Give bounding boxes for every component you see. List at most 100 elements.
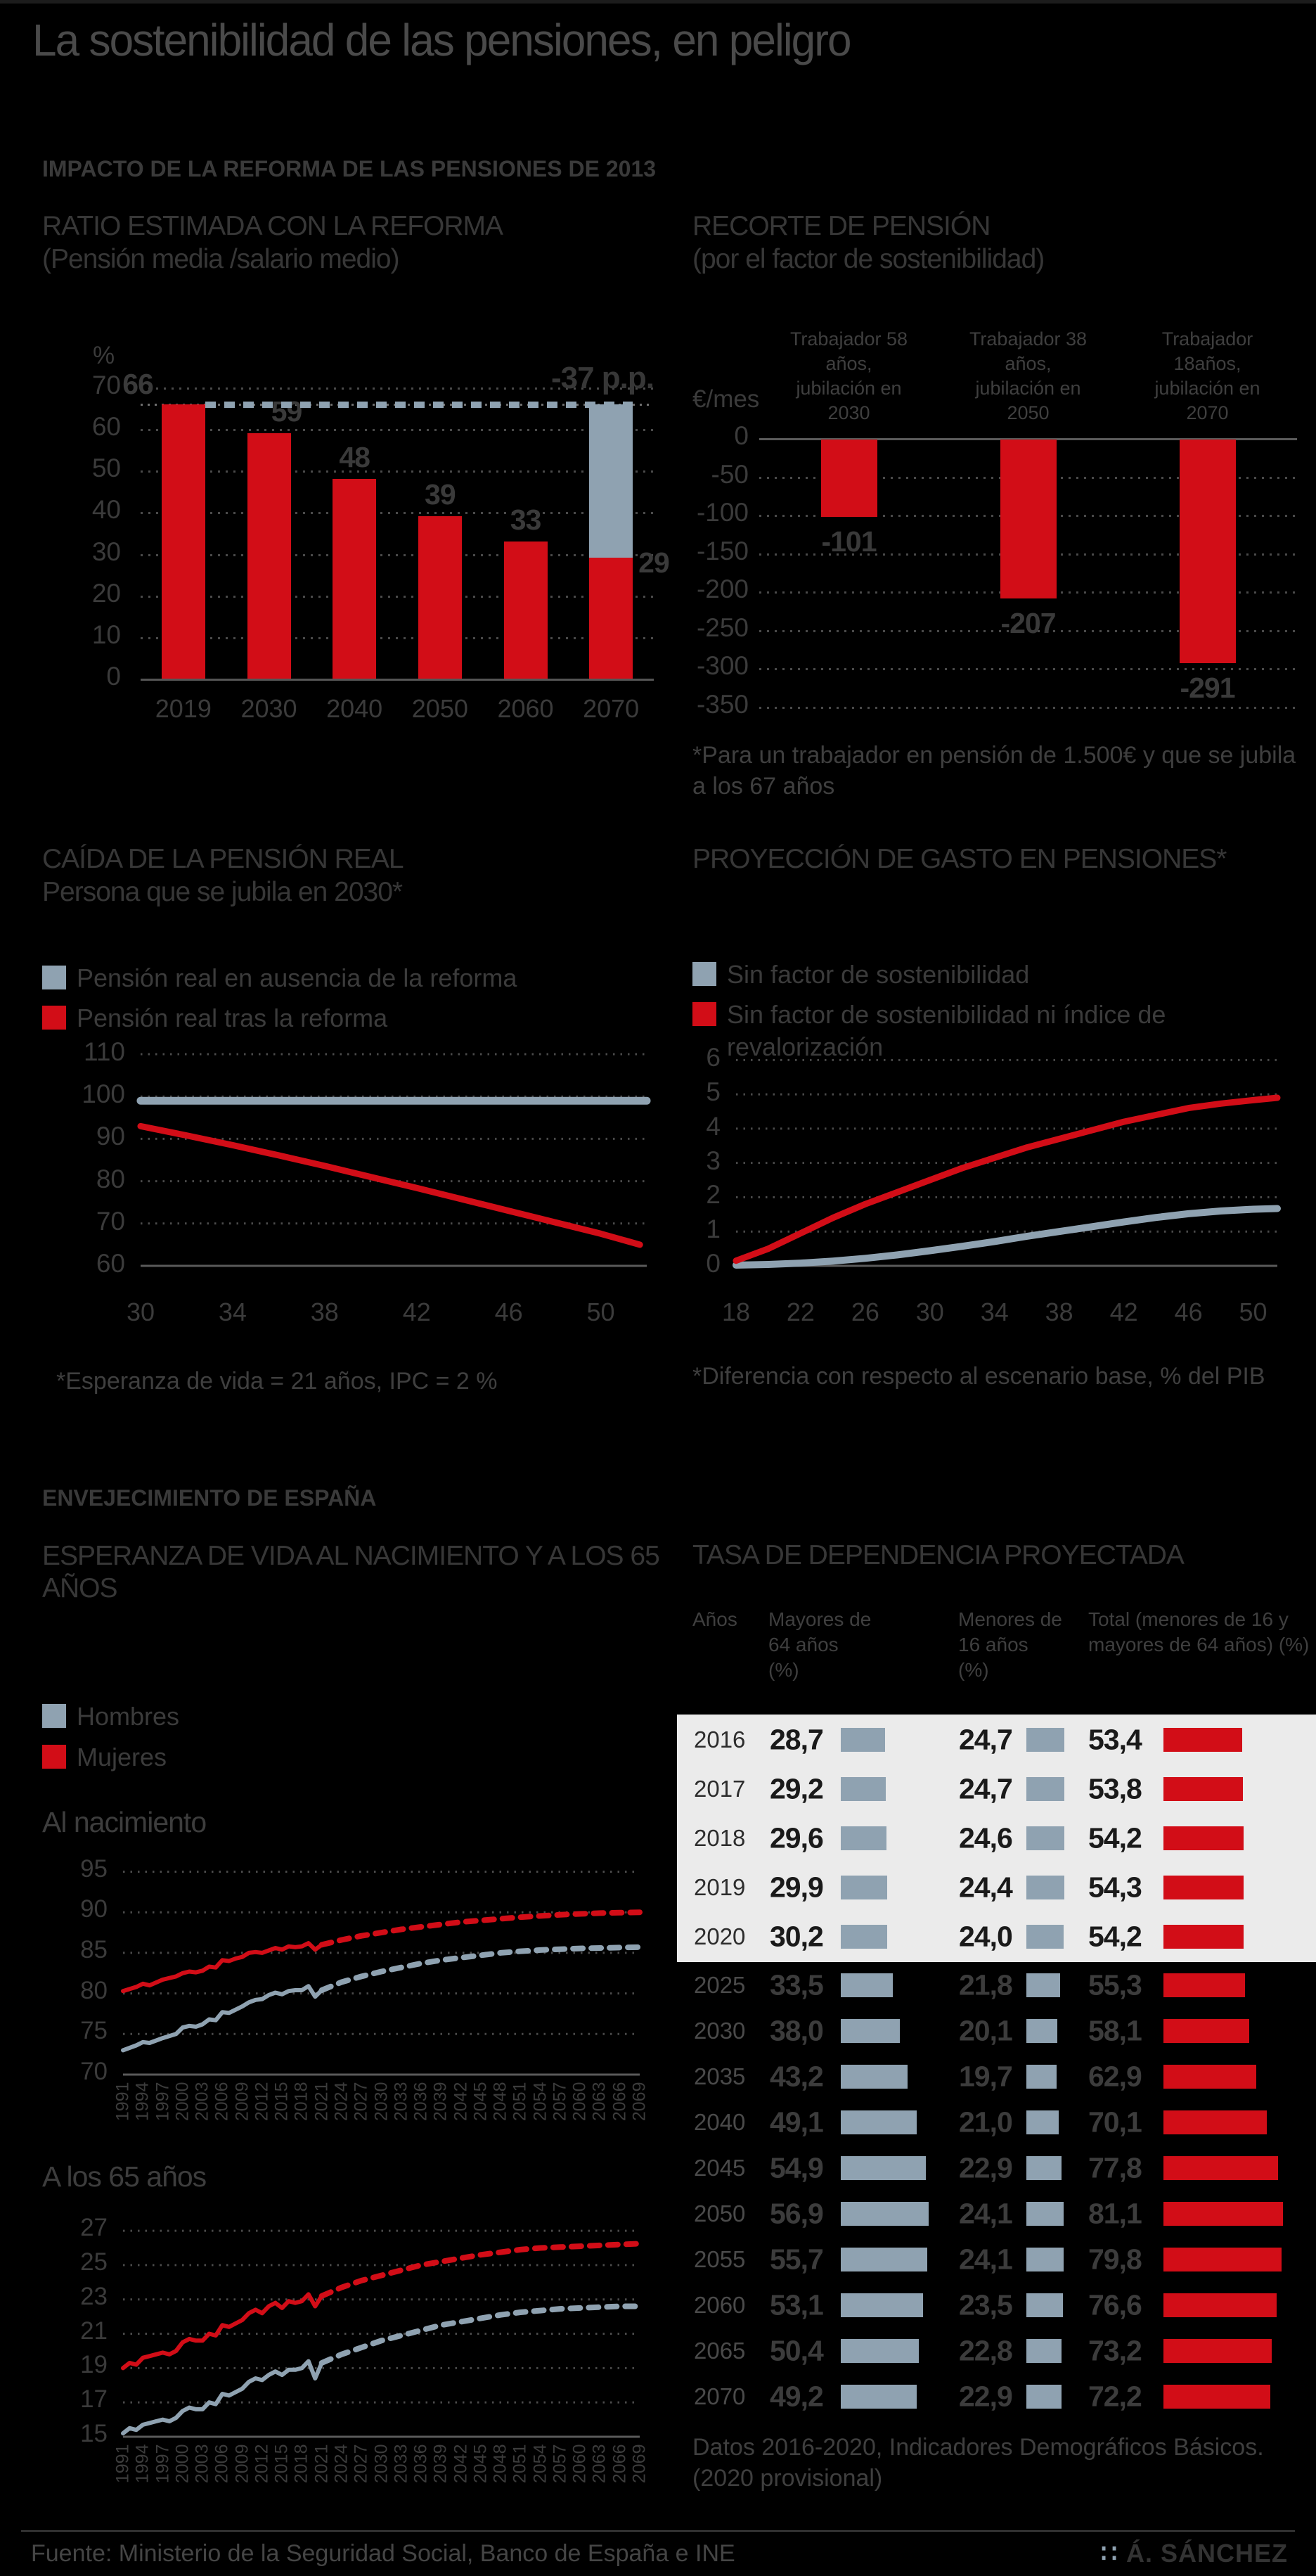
bar-mayores (841, 2384, 917, 2409)
row-year: 2025 (694, 1971, 746, 1998)
value-mayores: 50,4 (770, 2334, 824, 2366)
bar-total (1163, 1826, 1244, 1850)
y-tick-label: 80 (96, 1164, 125, 1193)
x-tick-label: 22 (786, 1297, 815, 1326)
x-tick-label-rotated: 2066 (609, 2444, 630, 2484)
bar-2019 (161, 404, 205, 679)
value-menores: 24,0 (959, 1920, 1013, 1953)
y-tick-label: 110 (84, 1037, 125, 1067)
x-tick-label-rotated: 2033 (391, 2444, 411, 2484)
x-tick-label-rotated: 2006 (212, 2444, 232, 2484)
bar-2040 (333, 479, 377, 679)
bar-mayores (841, 2064, 908, 2089)
legend-item-sin-factor-ni-indice: Sin factor de sostenibilidad ni índice d… (692, 999, 1255, 1063)
y-tick-label: 50 (91, 454, 121, 483)
y-tick-label: 75 (80, 2017, 108, 2045)
subchart-label-al-nacimiento: Al nacimiento (42, 1806, 207, 1838)
value-total: 81,1 (1088, 2197, 1142, 2229)
series-mujeres-dashed (318, 1909, 643, 1948)
bar-menores (1026, 1826, 1065, 1850)
column-header-anos: Años (692, 1608, 737, 1630)
bar-menores (1026, 1925, 1064, 1949)
bar-total (1163, 2384, 1270, 2409)
table-row-2070: 2070 49,2 22,9 72,2 (692, 2373, 1316, 2419)
value-menores: 24,1 (959, 2243, 1013, 2275)
value-total: 53,4 (1088, 1723, 1142, 1756)
x-tick-label: 46 (494, 1297, 523, 1326)
value-mayores: 56,9 (770, 2197, 824, 2229)
value-total: 70,1 (1088, 2106, 1142, 2138)
chart-subtitle: Persona que se jubila en 2030* (42, 877, 403, 907)
gridline (759, 707, 1297, 709)
y-tick-label: 2 (706, 1180, 721, 1210)
value-total: 77,8 (1088, 2151, 1142, 2184)
x-tick-label: 50 (1239, 1297, 1267, 1326)
chart-title: PROYECCIÓN DE GASTO EN PENSIONES* (692, 844, 1227, 874)
legend-label: Mujeres (77, 1743, 167, 1771)
y-tick-label: 60 (91, 412, 121, 442)
x-tick-label: 2050 (411, 694, 468, 723)
value-menores: 24,7 (959, 1723, 1013, 1756)
bar-value-label: 39 (425, 478, 456, 511)
row-year: 2055 (694, 2245, 746, 2272)
value-total: 73,2 (1088, 2334, 1142, 2366)
x-tick-label-rotated: 2024 (331, 2444, 351, 2484)
gridline (759, 668, 1297, 671)
gridline (141, 512, 654, 515)
bar-menores (1026, 2293, 1063, 2317)
bar-value-label: 29 (638, 546, 670, 579)
series-hombres-dashed (318, 1944, 643, 1993)
bar-value-label: -101 (821, 525, 877, 558)
bar-menores (1026, 2338, 1062, 2363)
table-row-2055: 2055 55,7 24,1 79,8 (692, 2236, 1316, 2282)
x-tick-label-rotated: 2042 (451, 2444, 471, 2484)
value-total: 55,3 (1088, 1968, 1142, 2001)
table-row-2017: 2017 29,2 24,7 53,8 (692, 1764, 1316, 1814)
credit-name: Á. SÁNCHEZ (1125, 2539, 1288, 2568)
value-total: 62,9 (1088, 2060, 1142, 2092)
bar-menores (1026, 2384, 1062, 2409)
chart-recorte-pension: RECORTE DE PENSIÓN (por el factor de sos… (692, 211, 1316, 844)
bar-total (1163, 2293, 1277, 2317)
y-tick-label: 60 (96, 1249, 125, 1278)
bar-value-label: 59 (271, 395, 303, 428)
bar-menores (1026, 2064, 1057, 2089)
chart-title: RATIO ESTIMADA CON LA REFORMA (42, 211, 503, 241)
value-total: 54,2 (1088, 1920, 1142, 1953)
column-header-total: Total (menores de 16 y mayores de 64 año… (1088, 1608, 1310, 1655)
chart-proyeccion-gasto: PROYECCIÓN DE GASTO EN PENSIONES* Sin fa… (692, 844, 1316, 1463)
value-menores: 24,6 (959, 1821, 1013, 1854)
y-tick-label: 40 (91, 495, 121, 525)
row-year: 2035 (694, 2063, 746, 2089)
x-tick-label-rotated: 2009 (232, 2444, 252, 2484)
bar-total (1163, 2201, 1284, 2226)
x-tick-label: 34 (218, 1297, 247, 1326)
value-mayores: 29,9 (770, 1871, 824, 1904)
chart-esperanza-de-vida: ESPERANZA DE VIDA AL NACIMIENTO Y A LOS … (42, 1540, 661, 2525)
y-tick-label: -100 (696, 498, 749, 527)
bar-mayores (841, 1826, 887, 1850)
y-tick-label: 17 (80, 2385, 108, 2414)
table-row-2040: 2040 49,1 21,0 70,1 (692, 2099, 1316, 2145)
value-mayores: 55,7 (770, 2243, 824, 2275)
legend-label: Hombres (77, 1702, 180, 1731)
legend-item-mujeres: Mujeres (42, 1741, 167, 1774)
bar-2070 (589, 558, 633, 679)
value-menores: 24,7 (959, 1772, 1013, 1805)
bar-mayores (841, 2338, 919, 2363)
bar-menores (1026, 2201, 1064, 2226)
y-tick-label: -50 (711, 459, 749, 489)
footer-divider (21, 2530, 1295, 2532)
y-tick-label: 70 (80, 2058, 108, 2085)
x-tick-label: 42 (402, 1297, 431, 1326)
table-row-2030: 2030 38,0 20,1 58,1 (692, 2008, 1316, 2053)
bar-mayores (841, 1925, 888, 1949)
x-tick-label: 30 (915, 1297, 944, 1326)
x-tick-label: 38 (310, 1297, 339, 1326)
y-tick-label: 3 (706, 1146, 721, 1175)
chart-title: ESPERANZA DE VIDA AL NACIMIENTO Y A LOS … (42, 1541, 660, 1604)
y-tick-label: 0 (106, 662, 121, 691)
series-mujeres-solid (121, 1941, 324, 1994)
bar-value-label: 66 (122, 367, 154, 400)
bar-mayores (841, 2247, 927, 2271)
